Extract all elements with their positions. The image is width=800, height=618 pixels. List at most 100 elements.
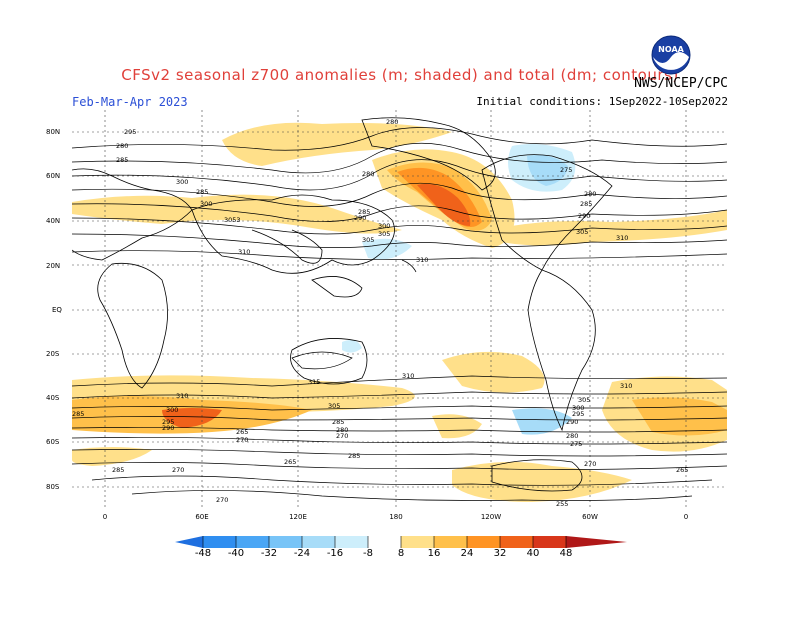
lon-label: 60W (582, 513, 598, 521)
lon-label: 120E (289, 513, 307, 521)
lat-label: 60N (46, 172, 61, 180)
anomaly-map: 280 280 285 300 285 300 3053 310 280 285… (72, 110, 727, 508)
svg-text:280: 280 (566, 432, 578, 440)
svg-text:295: 295 (124, 128, 136, 136)
height-contours (72, 127, 727, 501)
svg-text:310: 310 (402, 372, 414, 380)
svg-text:310: 310 (176, 392, 188, 400)
lat-label: 80S (46, 483, 60, 491)
svg-text:265: 265 (284, 458, 296, 466)
svg-text:300: 300 (166, 406, 178, 414)
colorbar-label: 8 (397, 548, 405, 559)
svg-text:280: 280 (116, 142, 128, 150)
svg-text:305: 305 (576, 228, 588, 236)
svg-text:255: 255 (556, 500, 568, 508)
noaa-logo: NOAA (651, 35, 691, 75)
svg-text:285: 285 (580, 200, 592, 208)
lat-label: 40S (46, 394, 60, 402)
colorbar-label: 16 (427, 548, 441, 559)
lon-label: 180 (389, 513, 403, 521)
svg-text:270: 270 (236, 436, 248, 444)
colorbar-label: 40 (526, 548, 540, 559)
svg-text:290: 290 (578, 212, 590, 220)
colorbar-swatch (401, 536, 434, 548)
contour-labels: 280 280 285 300 285 300 3053 310 280 285… (72, 118, 688, 508)
svg-text:280: 280 (584, 190, 596, 198)
colorbar-label: -32 (260, 548, 278, 559)
svg-text:295: 295 (572, 410, 584, 418)
anomaly-shading (72, 122, 727, 502)
svg-text:285: 285 (332, 418, 344, 426)
lat-label: 20S (46, 350, 60, 358)
colorbar-swatch (467, 536, 500, 548)
svg-text:280: 280 (386, 118, 398, 126)
svg-text:290: 290 (354, 214, 366, 222)
lon-label: 0 (102, 513, 108, 521)
svg-text:285: 285 (116, 156, 128, 164)
svg-text:275: 275 (570, 440, 582, 448)
initial-conditions-label: Initial conditions: 1Sep2022-10Sep2022 (476, 95, 728, 108)
colorbar-label: -24 (293, 548, 311, 559)
svg-text:300: 300 (176, 178, 188, 186)
colorbar-swatch (368, 536, 401, 548)
svg-text:305: 305 (378, 230, 390, 238)
colorbar-label: 32 (493, 548, 507, 559)
org-label: NWS/NCEP/CPC (634, 76, 728, 91)
colorbar-swatch (434, 536, 467, 548)
colorbar-swatch (335, 536, 368, 548)
colorbar-swatch (500, 536, 533, 548)
svg-text:295: 295 (162, 418, 174, 426)
svg-text:300: 300 (200, 200, 212, 208)
lat-label: 20N (46, 262, 61, 270)
svg-text:305: 305 (578, 396, 590, 404)
colorbar-label: -40 (227, 548, 245, 559)
svg-text:305: 305 (328, 402, 340, 410)
svg-text:310: 310 (416, 256, 428, 264)
svg-text:285: 285 (196, 188, 208, 196)
svg-text:3053: 3053 (224, 216, 241, 224)
chart-title: CFSv2 seasonal z700 anomalies (m; shaded… (121, 66, 679, 84)
colorbar-swatch (269, 536, 302, 548)
svg-text:280: 280 (336, 426, 348, 434)
svg-text:270: 270 (172, 466, 184, 474)
svg-text:265: 265 (236, 428, 248, 436)
svg-text:300: 300 (378, 222, 390, 230)
svg-text:310: 310 (238, 248, 250, 256)
svg-text:270: 270 (584, 460, 596, 468)
svg-text:285: 285 (72, 410, 84, 418)
svg-text:285: 285 (348, 452, 360, 460)
lat-label: EQ (52, 306, 62, 314)
svg-text:275: 275 (560, 166, 572, 174)
colorbar-swatch (203, 536, 236, 548)
colorbar-label: 48 (559, 548, 573, 559)
gridlines (72, 110, 727, 508)
svg-text:270: 270 (336, 432, 348, 440)
svg-text:290: 290 (162, 424, 174, 432)
svg-text:290: 290 (566, 418, 578, 426)
colorbar-label: -16 (326, 548, 344, 559)
svg-text:270: 270 (216, 496, 228, 504)
lon-label: 0 (683, 513, 689, 521)
svg-text:300: 300 (572, 404, 584, 412)
colorbar-swatch (175, 536, 203, 548)
svg-text:315: 315 (308, 378, 320, 386)
colorbar-swatch (566, 536, 627, 548)
colorbar-label: -8 (363, 548, 373, 559)
colorbar-swatch (236, 536, 269, 548)
colorbar-label: 24 (460, 548, 474, 559)
svg-text:280: 280 (362, 170, 374, 178)
season-label: Feb-Mar-Apr 2023 (72, 95, 188, 109)
colorbar-label: -48 (194, 548, 212, 559)
lat-label: 80N (46, 128, 61, 136)
lat-label: 60S (46, 438, 60, 446)
colorbar-swatch (302, 536, 335, 548)
svg-text:265: 265 (676, 466, 688, 474)
logo-text: NOAA (658, 45, 684, 54)
lat-label: 40N (46, 217, 61, 225)
svg-text:310: 310 (620, 382, 632, 390)
svg-text:285: 285 (358, 208, 370, 216)
colorbar-swatch (533, 536, 566, 548)
colorbar (175, 536, 627, 548)
svg-text:305: 305 (362, 236, 374, 244)
svg-text:310: 310 (616, 234, 628, 242)
